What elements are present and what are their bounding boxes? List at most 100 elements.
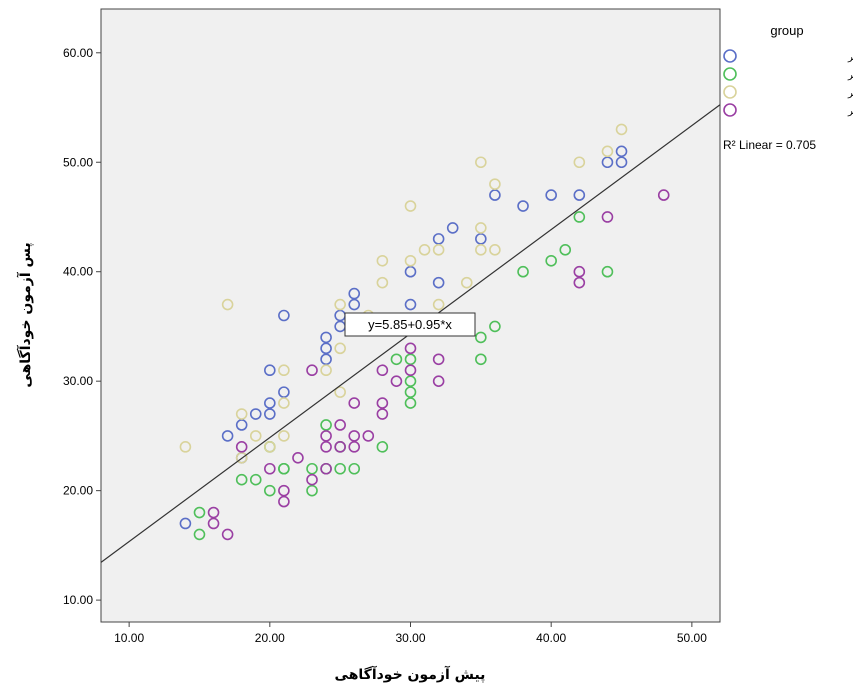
- y-tick-label: 20.00: [63, 484, 93, 498]
- legend-label: گروه کنترل پسر: [847, 69, 853, 81]
- data-point: [615, 156, 628, 169]
- data-point: [390, 353, 403, 366]
- data-point: [348, 462, 361, 475]
- data-point: [334, 386, 346, 398]
- data-point: [320, 342, 332, 355]
- data-point: [320, 441, 332, 453]
- data-point: [278, 484, 290, 497]
- data-point: [432, 375, 445, 387]
- data-point: [348, 298, 361, 311]
- y-tick-label: 10.00: [63, 593, 93, 607]
- data-point: [460, 276, 473, 289]
- x-tick-label: 50.00: [677, 631, 707, 645]
- data-point: [376, 276, 389, 289]
- data-point: [193, 506, 206, 519]
- data-point: [264, 484, 276, 497]
- data-point: [292, 452, 304, 464]
- data-point: [221, 430, 234, 442]
- y-tick-label: 40.00: [63, 265, 93, 279]
- fit-equation-box: y=5.85+0.95*x: [344, 312, 476, 337]
- data-point: [573, 189, 586, 201]
- data-point: [657, 189, 670, 201]
- data-point: [573, 211, 586, 223]
- data-point: [179, 441, 192, 453]
- data-point: [320, 462, 332, 475]
- x-tick-label: 10.00: [114, 631, 144, 645]
- data-point: [348, 397, 361, 409]
- data-point: [475, 244, 487, 256]
- data-point: [334, 462, 346, 475]
- x-axis-title: پیش آزمون خودآگاهی: [335, 665, 486, 683]
- data-point: [573, 265, 586, 278]
- data-point: [249, 408, 262, 420]
- data-point: [249, 473, 262, 486]
- data-point: [320, 430, 332, 442]
- data-point: [489, 178, 501, 190]
- data-point: [179, 517, 192, 530]
- data-point: [278, 364, 290, 377]
- data-point: [264, 441, 276, 453]
- y-tick-label: 30.00: [63, 374, 93, 388]
- data-point: [249, 430, 262, 442]
- data-point: [601, 156, 614, 169]
- x-tick-label: 30.00: [395, 631, 425, 645]
- data-point: [432, 233, 445, 245]
- data-point: [334, 342, 346, 355]
- data-point: [264, 397, 276, 409]
- data-point: [559, 244, 572, 256]
- data-point: [517, 200, 529, 212]
- x-tick-label: 20.00: [255, 631, 285, 645]
- data-point: [475, 222, 487, 234]
- data-point: [235, 419, 248, 431]
- data-point: [348, 430, 361, 442]
- data-point: [320, 419, 332, 431]
- y-tick-label: 60.00: [63, 46, 93, 60]
- legend-marker: [723, 49, 737, 63]
- data-point: [404, 375, 417, 387]
- data-point: [489, 244, 501, 256]
- data-point: [418, 244, 431, 256]
- data-point: [306, 473, 318, 486]
- data-points: [179, 123, 670, 541]
- data-point: [264, 408, 276, 420]
- data-point: [278, 386, 290, 398]
- data-point: [376, 397, 389, 409]
- data-point: [432, 276, 445, 289]
- data-point: [278, 430, 290, 442]
- data-point: [348, 287, 361, 300]
- data-point: [615, 123, 628, 136]
- data-point: [193, 528, 206, 541]
- data-point: [334, 419, 346, 431]
- legend-marker: [723, 103, 737, 117]
- y-axis-title: پس آزمون خودآگاهی: [16, 242, 34, 387]
- data-point: [221, 298, 234, 311]
- data-point: [432, 353, 445, 366]
- data-point: [404, 298, 417, 311]
- data-point: [475, 353, 487, 366]
- data-point: [306, 484, 318, 497]
- data-point: [334, 298, 346, 311]
- legend-marker: [723, 85, 737, 99]
- data-point: [278, 495, 290, 508]
- data-point: [362, 430, 375, 442]
- legend: group گروه آزمایش پسر گروه کنترل پسر گروه …: [723, 23, 853, 117]
- data-point: [235, 408, 248, 420]
- data-point: [306, 462, 318, 475]
- data-point: [320, 353, 332, 366]
- data-point: [376, 364, 389, 377]
- legend-label: گروه آزمایش دختر: [847, 86, 853, 99]
- data-point: [601, 145, 614, 158]
- legend-title: group: [770, 23, 803, 38]
- fit-equation: y=5.85+0.95*x: [368, 317, 452, 332]
- data-point: [404, 265, 417, 278]
- data-point: [404, 397, 417, 409]
- data-point: [601, 265, 614, 278]
- data-point: [278, 309, 290, 322]
- data-point: [517, 265, 529, 278]
- data-point: [404, 386, 417, 398]
- data-point: [404, 254, 417, 267]
- legend-label: گروه کنترل دختر: [847, 105, 853, 117]
- data-point: [545, 189, 557, 201]
- data-point: [348, 441, 361, 453]
